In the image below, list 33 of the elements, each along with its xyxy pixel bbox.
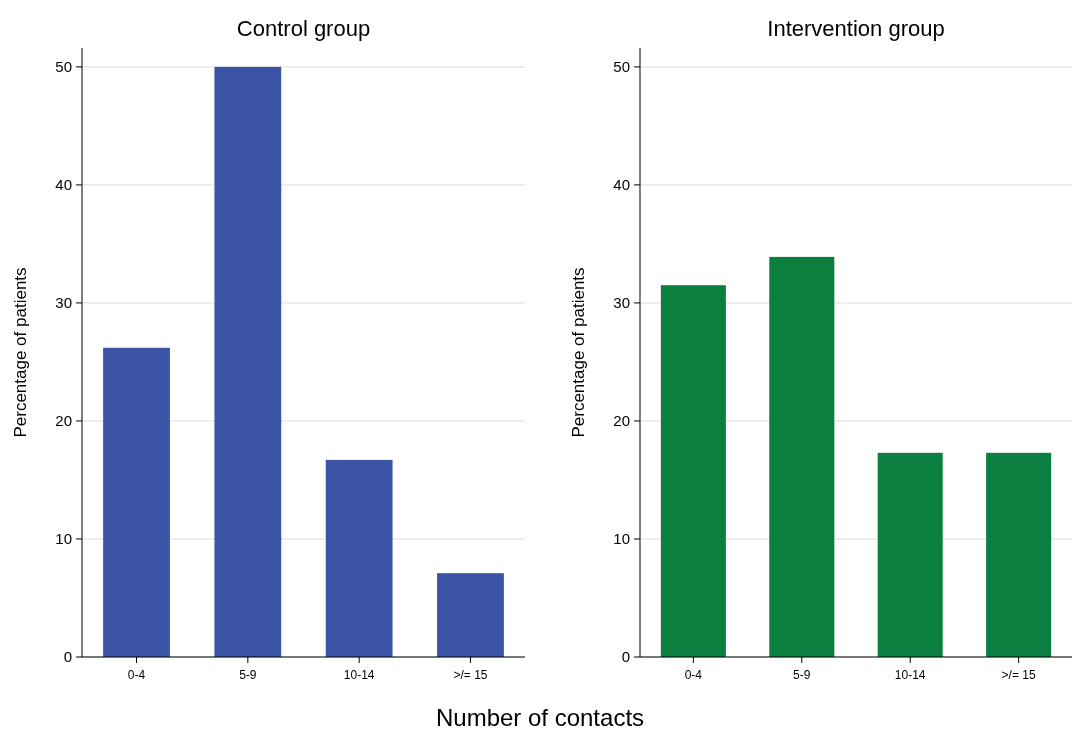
y-tick-label: 10 bbox=[613, 530, 630, 548]
bar bbox=[437, 573, 504, 657]
x-tick-label: 10-14 bbox=[894, 668, 926, 682]
y-tick-label: 50 bbox=[55, 58, 72, 76]
y-tick-label: 40 bbox=[613, 176, 630, 194]
y-tick-label: 20 bbox=[55, 412, 72, 430]
x-tick-label: >/= 15 bbox=[453, 668, 488, 682]
chart-title: Intervention group bbox=[767, 16, 945, 41]
bar bbox=[877, 452, 943, 657]
y-tick-label: 30 bbox=[613, 294, 630, 312]
bar bbox=[214, 66, 282, 657]
bar bbox=[660, 285, 726, 657]
y-tick-label: 10 bbox=[55, 530, 72, 548]
x-tick-label: 5-9 bbox=[239, 668, 257, 682]
y-tick-label: 50 bbox=[613, 58, 630, 76]
x-tick-label: >/= 15 bbox=[1001, 668, 1036, 682]
x-tick-label: 0-4 bbox=[127, 668, 146, 682]
y-tick-label: 0 bbox=[63, 648, 72, 666]
x-tick-label: 10-14 bbox=[343, 668, 375, 682]
x-tick-label: 0-4 bbox=[684, 668, 703, 682]
y-axis-title: Percentage of patients bbox=[11, 267, 30, 438]
bar bbox=[103, 347, 170, 657]
bar bbox=[769, 256, 835, 657]
bar bbox=[986, 452, 1052, 657]
y-tick-label: 20 bbox=[613, 412, 630, 430]
x-axis-title: Number of contacts bbox=[435, 704, 645, 731]
y-tick-label: 40 bbox=[55, 176, 72, 194]
chart-title: Control group bbox=[236, 16, 371, 41]
bar bbox=[325, 459, 393, 657]
x-tick-label: 5-9 bbox=[793, 668, 811, 682]
y-tick-label: 0 bbox=[621, 648, 630, 666]
y-axis-title: Percentage of patients bbox=[569, 267, 588, 438]
y-tick-label: 30 bbox=[55, 294, 72, 312]
